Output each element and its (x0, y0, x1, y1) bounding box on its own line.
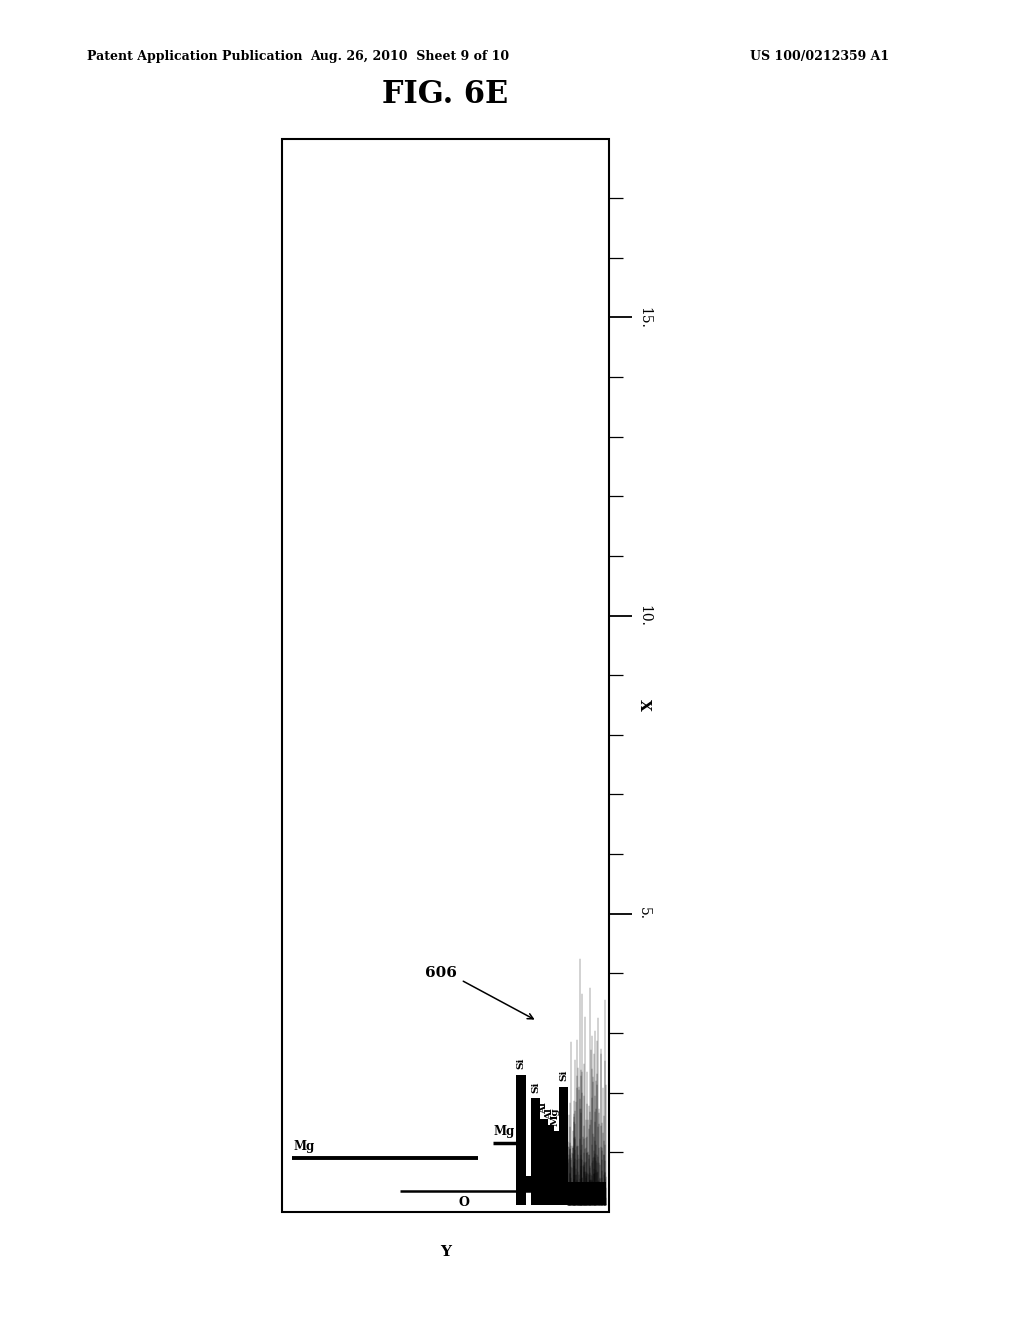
Text: Mg: Mg (294, 1140, 315, 1152)
Text: Aug. 26, 2010  Sheet 9 of 10: Aug. 26, 2010 Sheet 9 of 10 (310, 50, 509, 63)
Bar (519, 1176, 536, 1191)
Text: Y: Y (440, 1245, 451, 1259)
Bar (546, 1126, 554, 1205)
Bar (282, 139, 609, 1212)
Text: Al: Al (545, 1109, 554, 1121)
Text: Patent Application Publication: Patent Application Publication (87, 50, 302, 63)
Bar (540, 1119, 548, 1205)
Bar (559, 1086, 568, 1205)
Text: O: O (458, 1196, 469, 1209)
Text: Mg: Mg (494, 1125, 515, 1138)
Text: 606: 606 (425, 966, 457, 981)
Text: 5.: 5. (637, 907, 651, 920)
Text: Si: Si (516, 1057, 525, 1069)
Bar (531, 1098, 541, 1205)
Text: 15.: 15. (637, 306, 651, 329)
Bar (516, 1074, 526, 1205)
Text: Si: Si (531, 1082, 540, 1093)
Bar (568, 1181, 606, 1205)
Text: FIG. 6E: FIG. 6E (382, 79, 509, 110)
Text: US 100/0212359 A1: US 100/0212359 A1 (750, 50, 889, 63)
Text: X: X (637, 700, 651, 711)
Text: Al: Al (540, 1102, 548, 1114)
Text: Si: Si (559, 1071, 568, 1081)
Text: Mg: Mg (551, 1107, 560, 1126)
Text: 10.: 10. (637, 605, 651, 627)
Bar (552, 1131, 560, 1205)
